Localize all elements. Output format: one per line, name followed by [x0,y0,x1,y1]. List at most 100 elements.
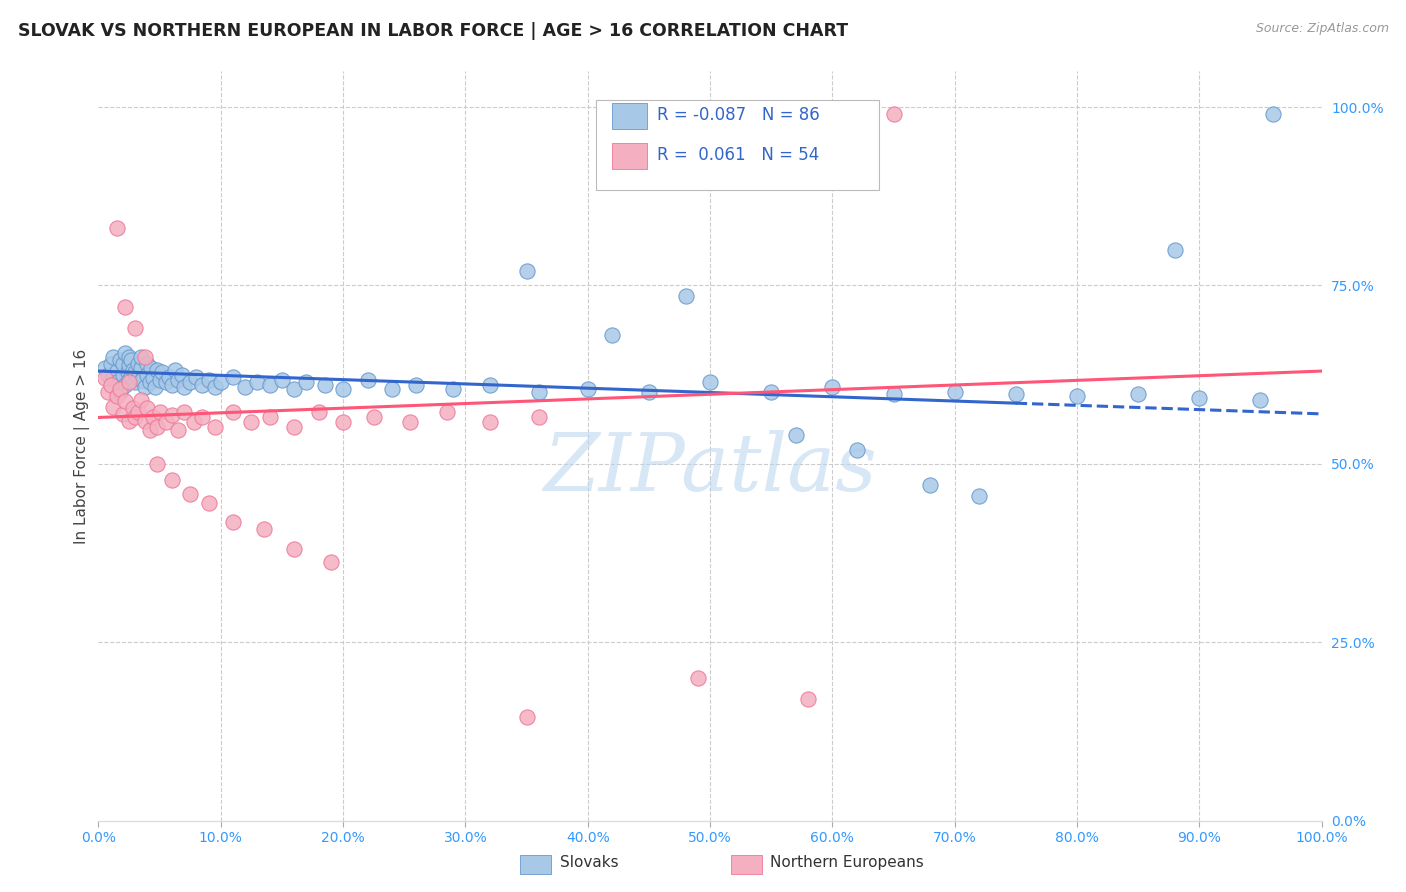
Point [179,375,201,389]
Point [270,373,294,387]
Point [283,419,305,434]
Point [117,366,139,380]
Point [1188,391,1211,405]
Point [797,692,820,706]
Point [183,416,205,430]
Point [118,350,141,364]
Point [515,264,537,278]
Point [478,378,501,392]
Point [1128,387,1150,401]
Point [441,382,464,396]
Point [101,350,124,364]
Point [105,364,128,378]
Point [134,350,156,364]
Point [209,375,232,389]
Point [114,394,136,409]
Point [246,375,269,389]
Point [191,410,214,425]
Point [883,387,905,401]
Point [637,385,661,400]
Point [515,710,537,724]
Point [136,357,159,371]
Point [222,405,245,419]
Point [1004,387,1026,401]
Point [111,357,134,371]
Point [405,378,427,392]
Point [436,405,458,419]
Point [943,385,966,400]
Y-axis label: In Labor Force | Age > 16: In Labor Force | Age > 16 [75,349,90,543]
Point [110,382,132,396]
Point [146,457,169,471]
Point [118,359,141,373]
Point [179,487,201,501]
Point [883,107,905,121]
Point [283,542,305,557]
Point [139,375,162,389]
Point [114,300,136,314]
Point [134,380,156,394]
Point [146,419,169,434]
Point [110,353,132,368]
Point [233,380,256,394]
Point [319,555,342,569]
Point [100,357,122,371]
Point [139,423,162,437]
Point [143,380,166,394]
Point [100,378,122,392]
Point [142,371,165,385]
Point [363,410,385,425]
Point [136,401,159,416]
Point [139,360,162,375]
Point [157,369,180,384]
Point [356,373,378,387]
Point [114,378,136,392]
Point [527,385,550,400]
Point [118,375,141,389]
Point [105,389,128,403]
Point [283,382,305,396]
Text: R = -0.087   N = 86: R = -0.087 N = 86 [657,106,820,124]
Point [204,419,226,434]
Text: SLOVAK VS NORTHERN EUROPEAN IN LABOR FORCE | AGE > 16 CORRELATION CHART: SLOVAK VS NORTHERN EUROPEAN IN LABOR FOR… [18,22,848,40]
Text: Source: ZipAtlas.com: Source: ZipAtlas.com [1256,22,1389,36]
Point [149,373,172,387]
Point [222,516,245,530]
Point [785,428,807,442]
Point [134,414,156,428]
Point [114,346,136,360]
Point [121,401,143,416]
Point [93,360,115,375]
Point [101,371,124,385]
Point [527,410,550,425]
Point [1249,392,1271,407]
Point [127,371,149,385]
Point [124,366,146,380]
Point [105,221,128,235]
Point [167,373,190,387]
Point [124,375,146,389]
Point [399,416,422,430]
Point [197,373,219,387]
Point [142,410,165,425]
Point [259,378,281,392]
Point [111,407,134,421]
Point [167,423,190,437]
Point [155,416,177,430]
Point [149,405,172,419]
Point [576,382,599,396]
Point [127,357,149,371]
Point [155,375,177,389]
Point [821,380,844,394]
Point [600,328,623,343]
Point [197,496,219,510]
Point [675,289,697,303]
Point [308,405,330,419]
Point [845,442,868,457]
Point [165,362,187,376]
Point [314,378,336,392]
Point [97,385,120,400]
Point [259,410,281,425]
Point [173,380,195,394]
Point [332,382,354,396]
